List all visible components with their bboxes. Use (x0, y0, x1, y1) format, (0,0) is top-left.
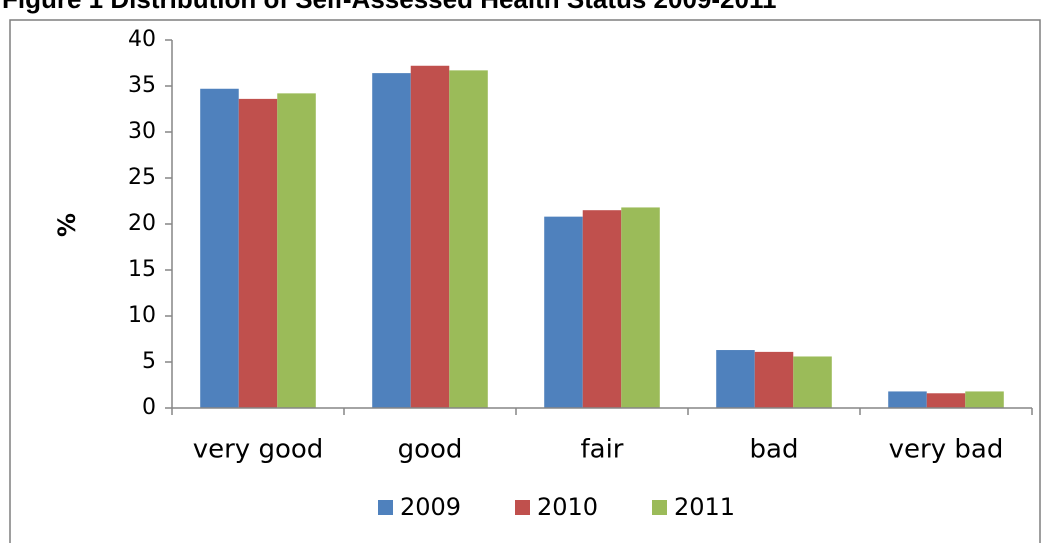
y-tick-label: 20 (128, 211, 156, 236)
x-tick-label: very bad (889, 435, 1004, 465)
bar (754, 351, 794, 408)
y-tick-label: 0 (142, 395, 156, 420)
legend-label: 2009 (400, 493, 461, 521)
bar (544, 216, 583, 408)
bar (372, 73, 411, 409)
bar (888, 391, 927, 408)
y-tick-label: 25 (128, 165, 156, 190)
legend-swatch (515, 500, 530, 515)
x-tick-label: good (398, 435, 463, 465)
legend-label: 2011 (674, 493, 735, 521)
y-tick-label: 15 (128, 257, 156, 282)
y-tick-label: 10 (128, 303, 156, 328)
bar (277, 93, 316, 409)
bar (410, 65, 450, 408)
y-tick-label: 40 (128, 27, 156, 52)
legend-swatch (652, 500, 667, 515)
bar (200, 88, 239, 408)
bar (582, 210, 622, 408)
x-tick-label: fair (581, 435, 624, 465)
bar (926, 393, 966, 408)
bar (716, 350, 755, 408)
legend-label: 2010 (537, 493, 598, 521)
chart-frame (9, 19, 1041, 543)
y-axis-label: % (53, 213, 81, 237)
bar (621, 207, 660, 408)
y-tick-label: 30 (128, 119, 156, 144)
x-tick-label: bad (750, 435, 799, 465)
y-tick-label: 35 (128, 73, 156, 98)
bar (965, 391, 1004, 408)
bar (238, 98, 278, 408)
legend-swatch (378, 500, 393, 515)
bar (449, 70, 488, 409)
bar (793, 356, 832, 408)
chart-title: Figure 1 Distribution of Self-Assessed H… (2, 0, 776, 14)
y-tick-label: 5 (142, 349, 156, 374)
x-tick-label: very good (193, 435, 324, 465)
